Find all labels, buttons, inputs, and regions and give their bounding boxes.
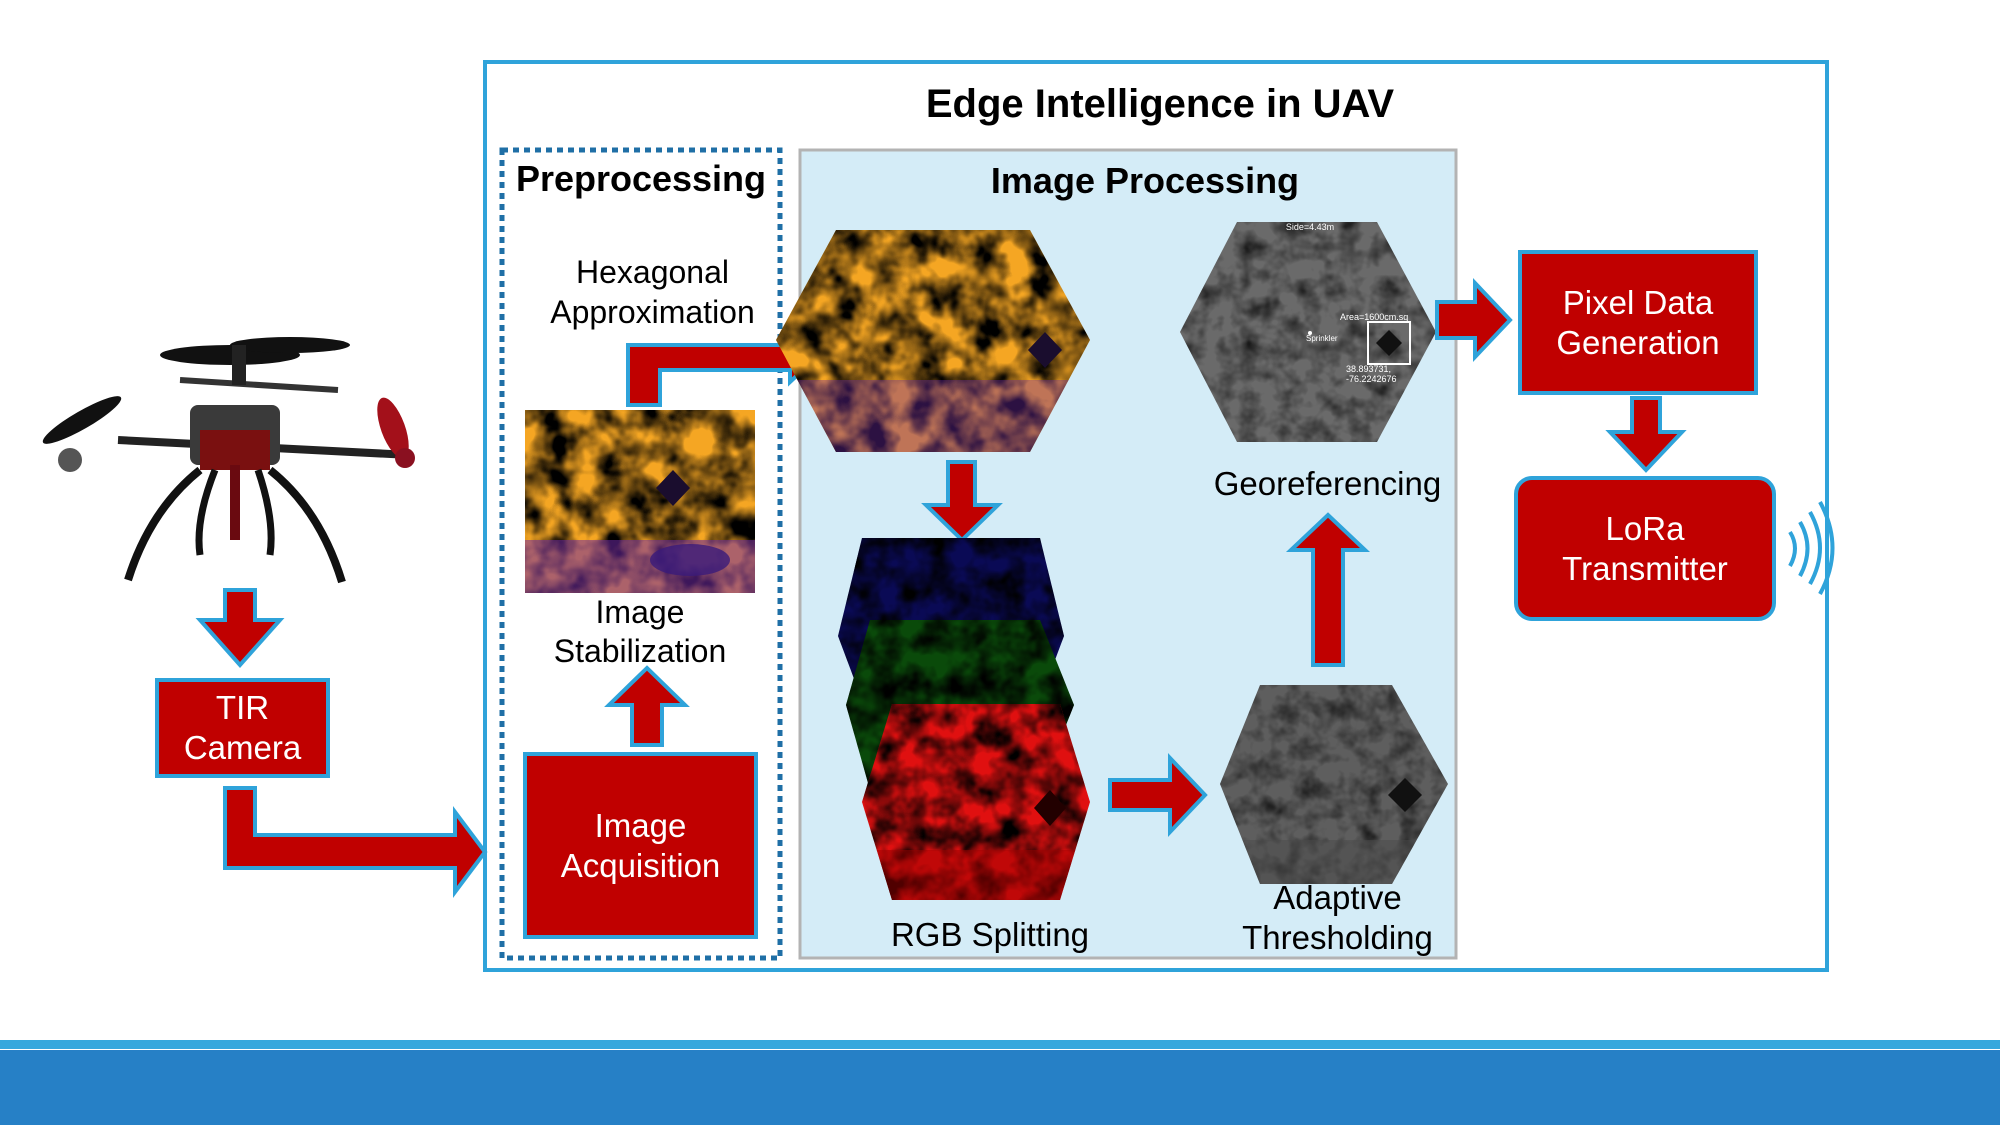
rgb-red-hotspot	[1034, 790, 1066, 826]
footer-band	[0, 1050, 2000, 1125]
drone-image	[42, 337, 415, 584]
image-acquisition-box: Image Acquisition	[523, 752, 758, 939]
lora-transmitter-box: LoRa Transmitter	[1514, 476, 1776, 621]
geo-area-text: Area=1600cm.sq	[1340, 312, 1409, 322]
geo-hotspot	[1376, 330, 1402, 356]
preprocessing-frame	[499, 147, 783, 961]
geo-side-text: Side=4.43m	[1285, 222, 1335, 232]
geo-detection-box	[1367, 321, 1411, 365]
arrow-hexagon-to-rgb	[921, 460, 1003, 543]
tir-camera-box: TIR Camera	[155, 678, 330, 778]
geo-sprinkler-text: Sprinkler	[1306, 334, 1338, 343]
adaptive-thresholding-label: Adaptive Thresholding	[1242, 879, 1433, 956]
hexagonal-approximation-label: Hexagonal Approximation	[550, 254, 755, 330]
georeferencing-hexagon	[1180, 222, 1436, 442]
geo-coords-text: 38.893731, -76.2242676	[1346, 364, 1397, 384]
pixel-data-generation-box: Pixel Data Generation	[1518, 250, 1758, 395]
geo-sprinkler-dot	[1308, 331, 1312, 335]
threshold-hexagon	[1220, 685, 1448, 884]
image-stabilization-label: Image Stabilization	[553, 594, 727, 669]
arrow-pixel-to-lora	[1605, 396, 1687, 473]
arrow-drone-to-camera	[195, 588, 285, 669]
arrow-camera-to-acquisition	[223, 786, 488, 898]
rgb-splitting-label: RGB Splitting	[890, 916, 1090, 953]
arrow-rgb-to-threshold	[1108, 752, 1208, 838]
threshold-hotspot	[1388, 778, 1422, 812]
image-processing-heading: Image Processing	[990, 160, 1300, 201]
wireless-signal-icon	[1788, 501, 1835, 595]
arrow-acquisition-to-stabilization	[604, 665, 690, 747]
preprocessing-heading: Preprocessing	[515, 158, 767, 199]
arrow-geo-to-pixel	[1435, 277, 1513, 363]
footer-thin-band	[0, 1040, 2000, 1049]
stabilization-thermal-image	[525, 410, 755, 593]
georeferencing-label: Georeferencing	[1213, 465, 1442, 502]
arrow-threshold-to-geo	[1285, 512, 1371, 667]
diagram-title: Edge Intelligence in UAV	[925, 82, 1395, 126]
hexagon-thermal-hotspot	[1028, 332, 1062, 368]
